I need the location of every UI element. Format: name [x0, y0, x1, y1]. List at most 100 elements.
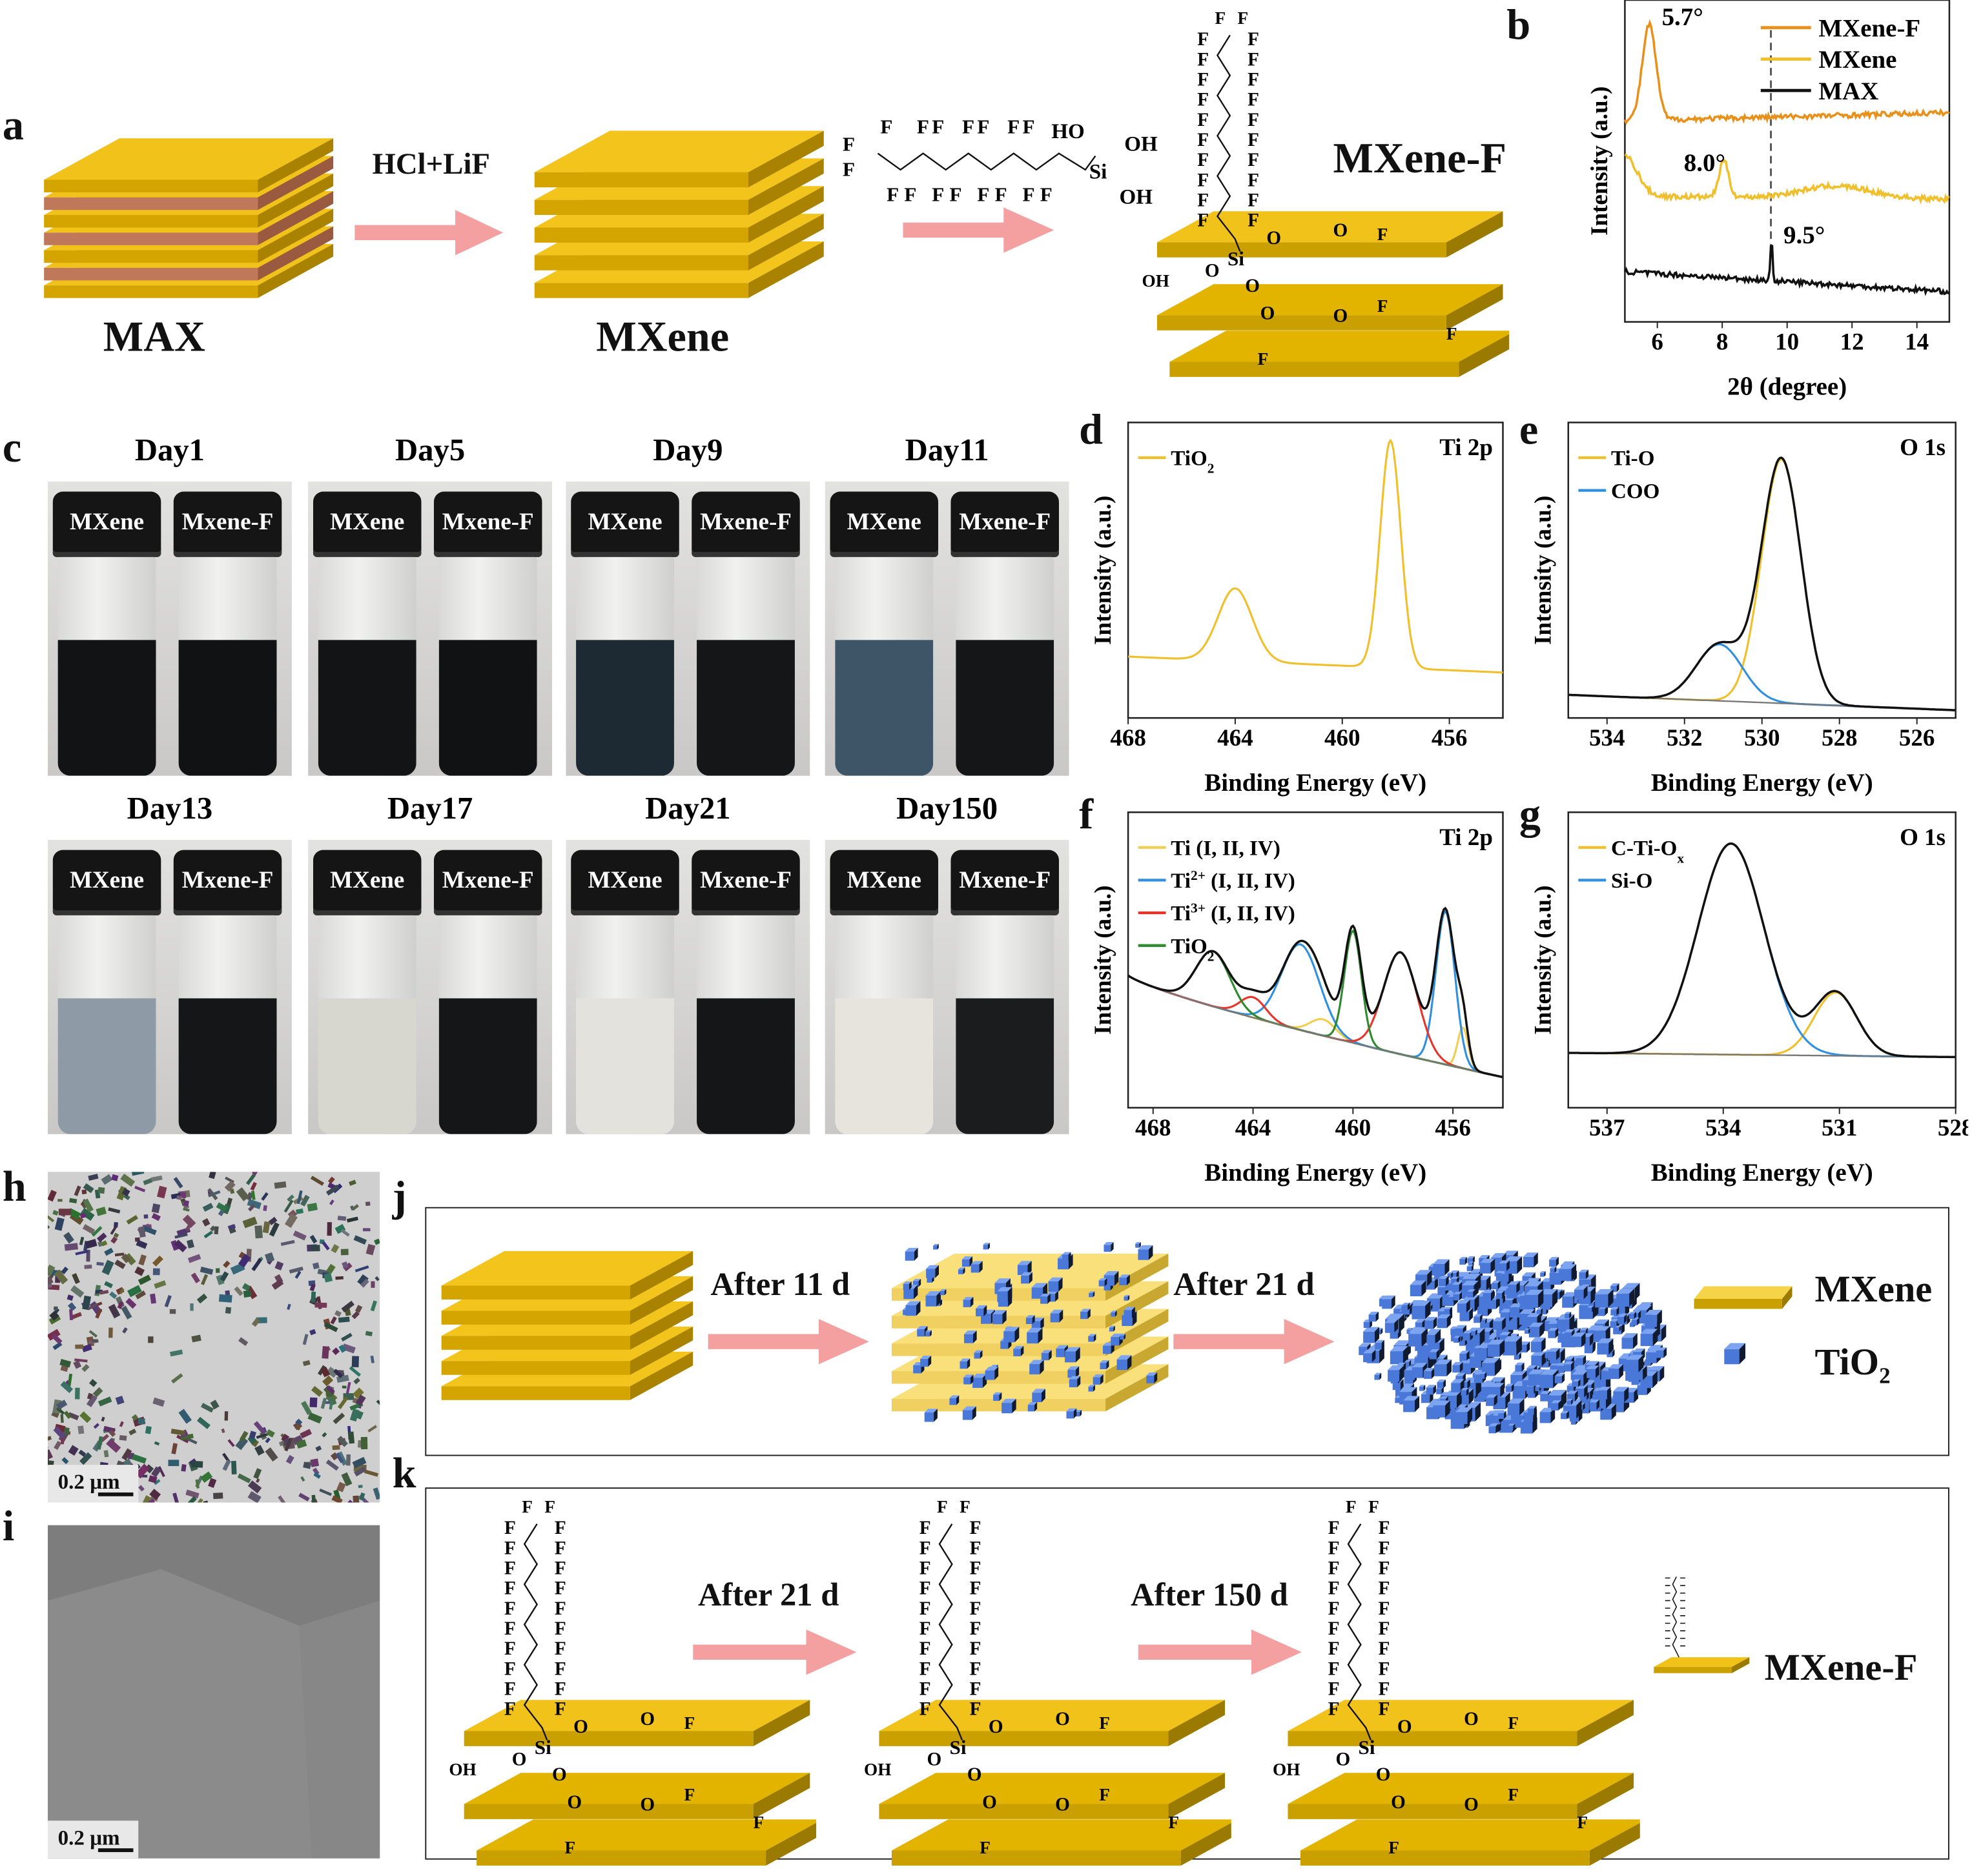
nanoparticle — [98, 1396, 112, 1406]
nanoparticle — [52, 1210, 58, 1216]
nanoparticle — [376, 1400, 380, 1407]
max-layer-front — [44, 180, 258, 192]
nanoparticle — [293, 1230, 307, 1240]
nanoparticle — [346, 1454, 351, 1466]
tio2-cube — [1120, 1336, 1124, 1340]
tio2-cube — [1437, 1382, 1443, 1389]
fluorine-atom: F — [970, 1699, 981, 1720]
nanoparticle — [201, 1274, 208, 1285]
max-layer-front — [44, 250, 258, 263]
tio2-cube — [1481, 1320, 1485, 1324]
vial-liquid — [318, 999, 416, 1134]
tio2-cube — [1410, 1334, 1422, 1346]
mxene-layer — [1169, 331, 1509, 362]
fluorine-atom: F — [1248, 69, 1259, 90]
arrow-icon — [1173, 1316, 1337, 1367]
tio2-cube — [1382, 1300, 1392, 1309]
tio2-cube — [960, 1361, 967, 1369]
nanoparticle — [238, 1337, 248, 1346]
fluorine-atom: F — [1379, 1638, 1390, 1659]
fluorine-atom: F — [1007, 115, 1020, 138]
mxene-layer — [1157, 211, 1503, 242]
legend-label: Ti (I, II, IV) — [1171, 836, 1280, 860]
fluorine-atom: F — [919, 1658, 931, 1679]
hydroxyl-group: OH — [449, 1760, 476, 1779]
fluorine-atom: F — [1328, 1618, 1340, 1639]
fluorine-atom: F — [1379, 1518, 1390, 1538]
mxene-layer — [477, 1819, 816, 1850]
nanoparticle — [89, 1379, 98, 1387]
nanoparticle — [361, 1437, 367, 1449]
tio2-cube — [962, 1259, 970, 1267]
nanoparticle — [332, 1445, 340, 1450]
tio2-cube — [992, 1314, 1003, 1325]
core-level-label: O 1s — [1900, 434, 1946, 461]
nanoparticle — [251, 1190, 256, 1199]
vial-left: MXene — [830, 850, 938, 1134]
nanoparticle — [365, 1201, 371, 1206]
nanoparticle — [119, 1422, 124, 1427]
nanoparticle — [134, 1186, 145, 1192]
nanoparticle — [121, 1306, 132, 1320]
vial-glass — [318, 557, 416, 776]
nanoparticle — [197, 1417, 211, 1429]
mxene-layer — [464, 1700, 810, 1731]
tio2-cube — [1402, 1305, 1408, 1310]
nanoparticle — [154, 1442, 159, 1446]
tio2-cube — [1375, 1343, 1381, 1349]
mxene-with-tio2-stack — [881, 1236, 1171, 1425]
nanoparticle — [238, 1473, 251, 1483]
nanoparticle — [367, 1425, 377, 1432]
fluorine-atom: F — [1328, 1699, 1340, 1720]
mxene-f-legend-icon — [1641, 1572, 1758, 1685]
nanoparticle — [171, 1429, 185, 1436]
vial-liquid — [697, 999, 795, 1134]
panel-label-c: c — [3, 427, 21, 470]
nanoparticle — [116, 1396, 125, 1405]
tio2-cube — [1103, 1346, 1111, 1354]
peak-annotation: 9.5° — [1783, 221, 1825, 249]
vial-right: Mxene-F — [692, 492, 800, 776]
hydroxyl-group: OH — [1142, 271, 1169, 291]
x-tick-label: 460 — [1324, 725, 1361, 751]
nanoparticle — [234, 1287, 243, 1296]
nanoparticle — [108, 1328, 113, 1338]
fluorine-atom: F — [1197, 150, 1209, 170]
nanoparticle — [191, 1461, 203, 1468]
nanoparticle — [365, 1331, 373, 1336]
fluorine-atom: F — [1379, 1699, 1390, 1720]
fluorine-atom: F — [1040, 183, 1053, 206]
fluorine-atom: F — [504, 1638, 516, 1659]
tio2-cube — [1109, 1327, 1113, 1331]
vial-liquid — [318, 640, 416, 776]
nanoparticle — [375, 1276, 380, 1281]
envelope-fit — [1128, 908, 1503, 1077]
x-tick-label: 530 — [1744, 725, 1780, 751]
fluorine-atom: F — [919, 1578, 931, 1599]
legend-label: TiO2 — [1171, 934, 1214, 964]
tem-image-mxene-f: 0.2 μm — [48, 1525, 380, 1859]
nanoparticle — [61, 1457, 68, 1464]
legend-tio2-subscript: 2 — [1879, 1363, 1891, 1388]
tio2-cube — [1124, 1297, 1127, 1301]
x-axis-label: Binding Energy (eV) — [1651, 1159, 1873, 1187]
tio2-cube — [1385, 1323, 1395, 1332]
fluorine-atom: F — [962, 115, 974, 138]
mxene-layer-front — [535, 283, 748, 298]
nanoparticle — [178, 1409, 192, 1423]
nanoparticle — [341, 1249, 349, 1255]
tio2-cube — [1626, 1360, 1638, 1372]
nanoparticle — [240, 1431, 249, 1442]
tio2-cube — [1089, 1293, 1093, 1297]
fluorine-atom: F — [1248, 210, 1259, 231]
nanoparticle — [322, 1346, 329, 1359]
tio2-cube — [1501, 1274, 1508, 1281]
tio2-cube — [974, 1352, 980, 1358]
vial-cap: Mxene-F — [434, 492, 542, 557]
nanoparticle — [144, 1214, 149, 1218]
fluorine-atom: F — [843, 133, 855, 156]
mxene-layer-front — [1157, 242, 1446, 257]
